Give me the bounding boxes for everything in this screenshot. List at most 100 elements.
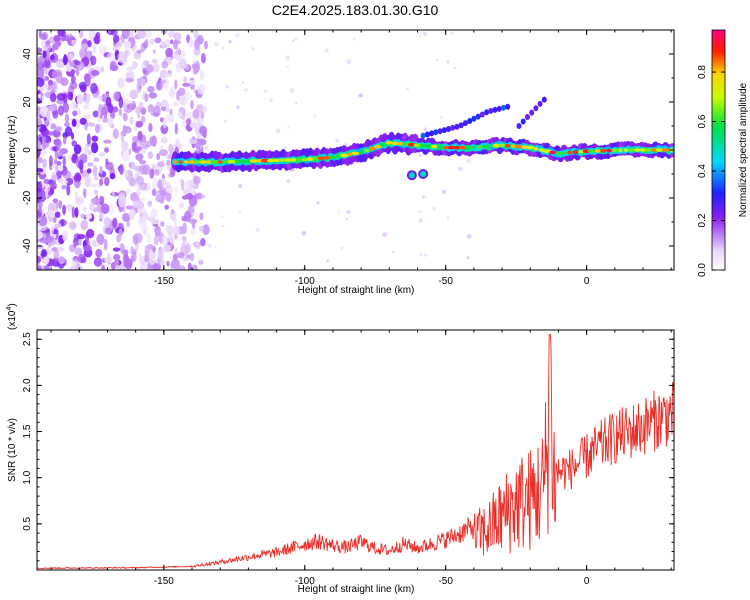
y-tick-label: 1.5 xyxy=(22,424,33,438)
noise-blob xyxy=(90,55,97,66)
noise-blob xyxy=(66,184,71,196)
noise-blob xyxy=(146,232,152,243)
noise-blob xyxy=(147,104,155,113)
noise-blob xyxy=(45,235,54,243)
ridge-core xyxy=(514,144,524,149)
ridge-core xyxy=(206,160,212,164)
noise-blob xyxy=(121,30,130,39)
noise-blob xyxy=(150,112,160,117)
noise-blob xyxy=(159,79,167,84)
noise-blob xyxy=(92,165,98,177)
noise-blob xyxy=(176,90,180,101)
noise-blob xyxy=(55,165,59,173)
noise-blob xyxy=(51,44,56,53)
ridge-core xyxy=(505,143,511,148)
ridge-core xyxy=(623,148,629,152)
faint-dot xyxy=(316,201,320,205)
faint-dot xyxy=(263,89,268,94)
noise-blob xyxy=(157,161,165,168)
noise-blob xyxy=(39,226,47,232)
spectrogram-y-axis: -40 -20 0 20 40 xyxy=(22,29,674,271)
noise-blob xyxy=(112,247,121,252)
noise-blob xyxy=(85,213,93,220)
snr-panel: -150 -100 -50 0 0.5 1.0 1.5 2.0 2.5 Height of s… xyxy=(6,303,675,595)
noise-blob xyxy=(165,47,174,58)
noise-blob xyxy=(149,38,155,45)
noise-blob xyxy=(179,95,188,106)
noise-blob xyxy=(139,160,147,165)
noise-blob xyxy=(154,37,162,44)
noise-blob xyxy=(92,44,97,54)
ridge-core xyxy=(336,154,342,158)
noise-blob xyxy=(106,252,111,263)
faint-dot xyxy=(286,65,290,68)
ridge-core xyxy=(235,159,240,164)
noise-blob xyxy=(147,85,155,93)
chart-title: C2E4.2025.183.01.30.G10 xyxy=(272,2,439,18)
noise-blob xyxy=(99,45,107,55)
noise-blob xyxy=(58,200,63,209)
snr-x-axis-label: Height of straight line (km) xyxy=(298,584,415,595)
faint-dot xyxy=(224,119,227,123)
noise-blob xyxy=(121,151,130,163)
noise-blob xyxy=(117,52,126,64)
noise-blob xyxy=(48,155,53,167)
noise-blob xyxy=(178,144,183,149)
noise-blob xyxy=(188,179,195,189)
noise-blob xyxy=(37,77,45,87)
faint-dot xyxy=(193,191,197,195)
noise-blob xyxy=(197,36,203,45)
noise-blob xyxy=(77,233,86,240)
noise-blob xyxy=(198,259,204,265)
noise-blob xyxy=(54,223,63,229)
ridge-core xyxy=(249,159,259,163)
noise-blob xyxy=(48,210,55,218)
noise-blob xyxy=(67,91,73,101)
noise-blob xyxy=(71,206,75,219)
noise-blob xyxy=(191,264,198,270)
ridge-core xyxy=(301,157,308,162)
faint-dot xyxy=(346,59,352,65)
noise-blob xyxy=(161,41,166,49)
noise-blob xyxy=(62,230,68,242)
ridge-core xyxy=(600,148,607,153)
noise-blob xyxy=(60,77,69,87)
noise-blob xyxy=(172,225,180,236)
noise-blob xyxy=(137,112,141,119)
noise-blob xyxy=(196,133,202,138)
noise-blob xyxy=(55,126,63,132)
y-tick-label: 20 xyxy=(22,96,33,108)
faint-dot xyxy=(200,194,206,199)
noise-blob xyxy=(201,52,206,64)
secondary-ridge-blob xyxy=(458,122,464,129)
noise-blob xyxy=(49,54,55,61)
noise-blob xyxy=(112,128,119,139)
ridge-core xyxy=(199,160,208,164)
noise-blob xyxy=(135,120,143,128)
noise-blob xyxy=(185,118,192,125)
ridge-core xyxy=(295,158,303,162)
noise-blob xyxy=(131,136,140,143)
noise-blob xyxy=(37,250,42,255)
faint-dot xyxy=(225,85,229,89)
noise-blob xyxy=(79,117,87,125)
faint-dot xyxy=(337,210,340,214)
noise-blob xyxy=(187,262,192,270)
noise-blob xyxy=(95,248,103,258)
ridge-core xyxy=(655,148,665,152)
faint-dot xyxy=(346,209,351,214)
noise-blob xyxy=(45,49,50,59)
ridge-core xyxy=(436,145,444,149)
noise-blob xyxy=(184,92,192,100)
faint-dot xyxy=(326,259,330,263)
noise-blob xyxy=(138,253,143,262)
noise-blob xyxy=(80,43,89,50)
ridge-core xyxy=(458,145,467,150)
noise-blob xyxy=(173,217,177,226)
noise-blob xyxy=(86,122,96,127)
noise-blob xyxy=(60,218,65,227)
noise-blob xyxy=(180,50,186,58)
noise-blob xyxy=(158,145,164,151)
noise-blob xyxy=(131,141,137,152)
noise-blob xyxy=(126,128,131,133)
